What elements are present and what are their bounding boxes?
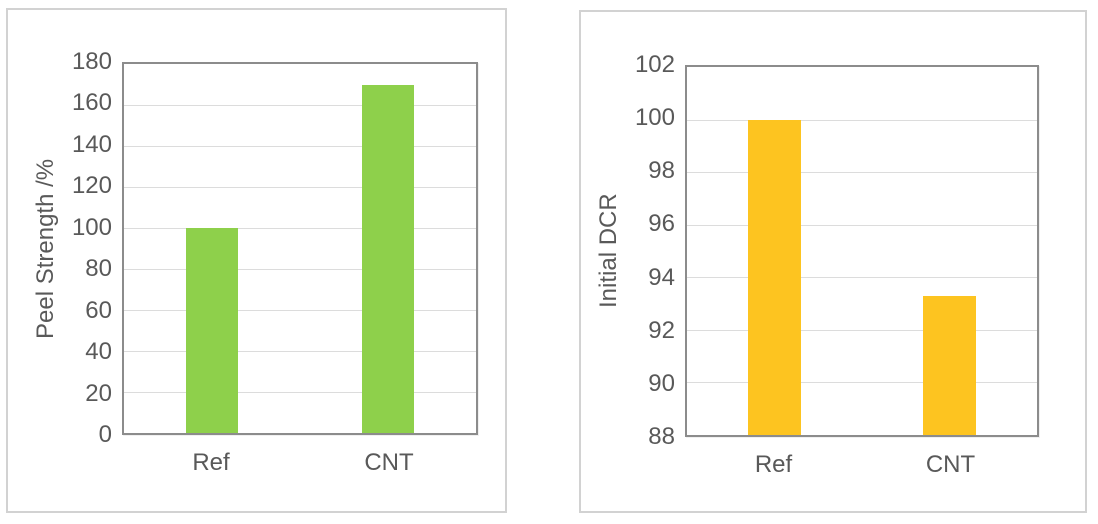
y-tick-label: 20 bbox=[85, 379, 112, 407]
x-category-label: Ref bbox=[192, 449, 230, 476]
y-tick-label: 94 bbox=[648, 263, 675, 291]
gridline bbox=[124, 269, 476, 270]
gridline bbox=[687, 172, 1037, 174]
y-axis-tick-labels: 0 20 40 60 80 100 120 140 160 180 bbox=[8, 50, 122, 447]
bar-series bbox=[124, 64, 476, 433]
gridline bbox=[124, 310, 476, 311]
bar-series bbox=[687, 67, 1037, 435]
gridlines bbox=[687, 67, 1037, 435]
peel-strength-chart: Peel Strength /% 0 20 40 60 80 100 120 140 160 18… bbox=[6, 8, 507, 513]
y-tick-label: 100 bbox=[71, 213, 112, 241]
gridline bbox=[124, 187, 476, 188]
y-tick-label: 90 bbox=[648, 369, 675, 397]
y-tick-label: 98 bbox=[648, 157, 675, 185]
y-tick-label: 88 bbox=[648, 423, 675, 450]
y-tick-label: 140 bbox=[71, 130, 112, 158]
y-axis-tick-labels: 88 90 92 94 96 98 100 102 bbox=[581, 53, 685, 449]
bar-cnt bbox=[923, 295, 976, 435]
y-tick-label: 100 bbox=[634, 104, 675, 132]
plot-area bbox=[122, 62, 478, 435]
x-axis-category-labels: Ref CNT bbox=[685, 449, 1039, 483]
x-category-label: Ref bbox=[754, 451, 793, 478]
y-tick-label: 80 bbox=[85, 255, 112, 283]
gridline bbox=[124, 105, 476, 106]
y-tick-label: 60 bbox=[85, 296, 112, 324]
y-tick-label: 40 bbox=[85, 338, 112, 366]
y-tick-label: 0 bbox=[98, 421, 112, 448]
gridline bbox=[124, 146, 476, 147]
gridline bbox=[687, 224, 1037, 226]
bar-ref bbox=[748, 119, 801, 435]
bar-cnt bbox=[361, 84, 415, 433]
gridline bbox=[124, 228, 476, 229]
x-category-label: CNT bbox=[364, 449, 414, 476]
y-tick-label: 160 bbox=[71, 89, 112, 117]
plot-area bbox=[685, 65, 1039, 437]
y-tick-label: 120 bbox=[71, 172, 112, 200]
y-tick-label: 96 bbox=[648, 210, 675, 238]
bar-ref bbox=[185, 228, 239, 433]
gridline bbox=[687, 329, 1037, 331]
y-tick-label: 92 bbox=[648, 316, 675, 344]
gridline bbox=[687, 277, 1037, 279]
x-axis-category-labels: Ref CNT bbox=[122, 447, 478, 481]
x-category-label: CNT bbox=[925, 451, 976, 478]
gridline bbox=[124, 351, 476, 352]
initial-dcr-chart: Initial DCR 88 90 92 94 96 98 100 102 Ref CNT bbox=[579, 10, 1087, 513]
gridlines bbox=[124, 64, 476, 433]
y-tick-label: 180 bbox=[71, 48, 112, 75]
y-tick-label: 102 bbox=[634, 51, 675, 78]
gridline bbox=[687, 119, 1037, 121]
gridline bbox=[687, 382, 1037, 384]
gridline bbox=[124, 392, 476, 393]
